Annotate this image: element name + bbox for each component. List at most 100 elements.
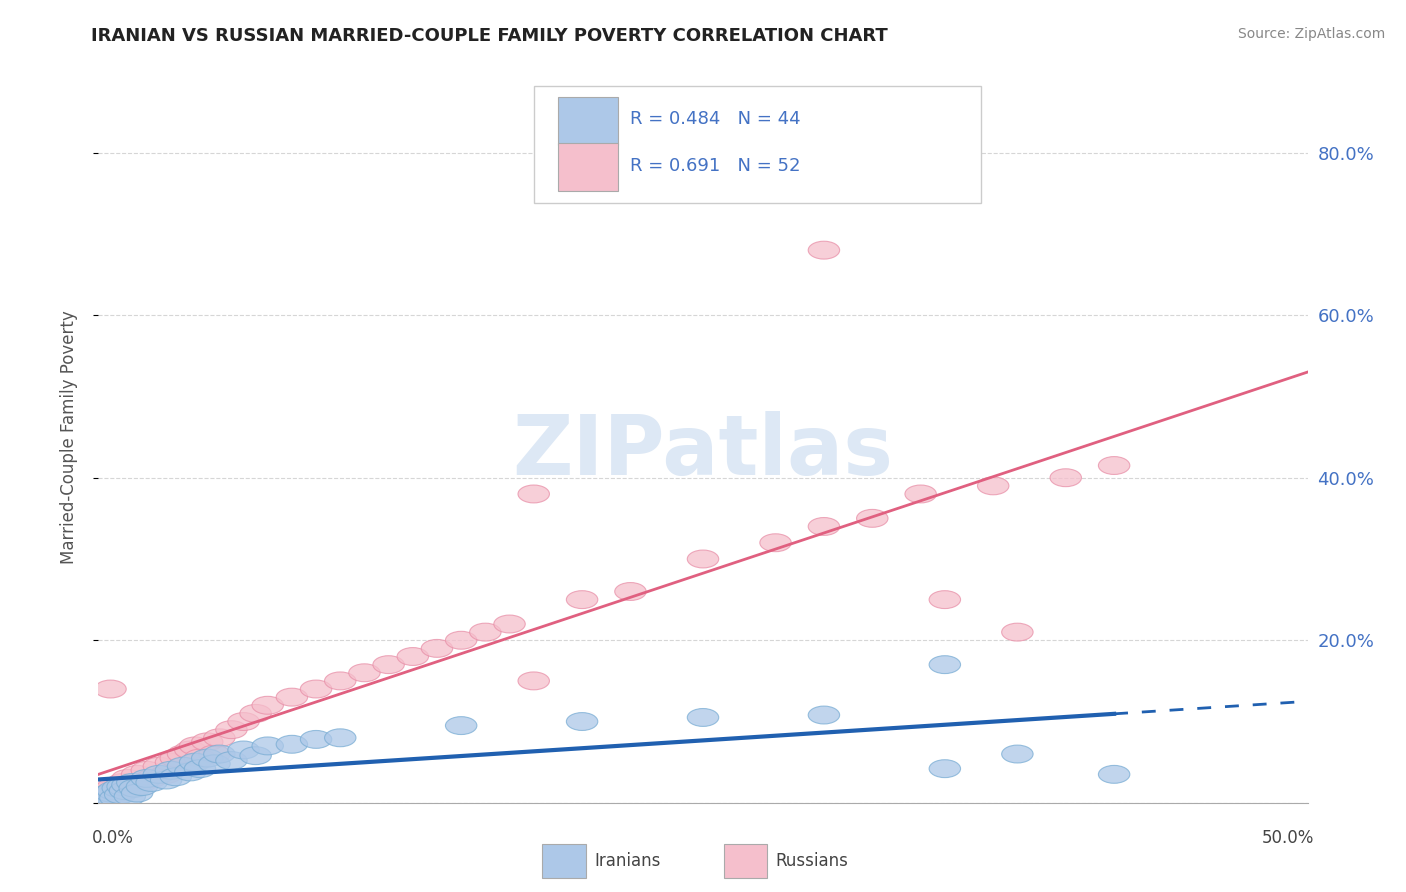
Ellipse shape [373,656,405,673]
Ellipse shape [470,624,501,641]
Ellipse shape [131,770,163,788]
FancyBboxPatch shape [724,845,768,878]
Ellipse shape [349,664,380,681]
Ellipse shape [929,591,960,608]
FancyBboxPatch shape [558,97,619,145]
Ellipse shape [94,784,127,802]
Ellipse shape [160,749,191,767]
Ellipse shape [446,632,477,649]
Ellipse shape [1050,469,1081,487]
FancyBboxPatch shape [543,845,586,878]
Ellipse shape [87,789,120,807]
Ellipse shape [276,735,308,753]
Ellipse shape [301,680,332,698]
Ellipse shape [167,757,198,775]
Ellipse shape [517,485,550,503]
Ellipse shape [111,776,143,794]
Ellipse shape [143,757,174,775]
Text: R = 0.484   N = 44: R = 0.484 N = 44 [630,110,801,128]
Ellipse shape [150,765,181,783]
Ellipse shape [114,788,146,805]
Text: ZIPatlas: ZIPatlas [513,411,893,492]
Ellipse shape [688,708,718,726]
Ellipse shape [191,733,224,751]
Ellipse shape [276,689,308,706]
Ellipse shape [808,517,839,535]
Ellipse shape [103,780,134,797]
Ellipse shape [160,768,191,786]
Ellipse shape [150,771,181,789]
Ellipse shape [155,762,187,780]
Ellipse shape [215,721,247,739]
Ellipse shape [136,770,167,788]
Ellipse shape [120,780,150,797]
Ellipse shape [688,550,718,568]
Ellipse shape [117,773,148,791]
Ellipse shape [136,773,167,791]
Ellipse shape [808,706,839,724]
Ellipse shape [94,680,127,698]
Ellipse shape [977,477,1010,495]
Ellipse shape [104,786,136,804]
Ellipse shape [180,737,211,755]
Ellipse shape [517,672,550,690]
Ellipse shape [567,591,598,608]
Ellipse shape [174,763,207,780]
Ellipse shape [174,741,207,759]
Ellipse shape [396,648,429,665]
Text: 0.0%: 0.0% [91,829,134,847]
Ellipse shape [107,773,138,791]
Ellipse shape [422,640,453,657]
Ellipse shape [215,752,247,770]
Ellipse shape [808,241,839,259]
Ellipse shape [252,697,284,714]
Ellipse shape [93,781,124,799]
Ellipse shape [301,731,332,748]
Ellipse shape [97,778,129,796]
Ellipse shape [204,745,235,763]
Text: R = 0.691   N = 52: R = 0.691 N = 52 [630,158,801,176]
Ellipse shape [325,729,356,747]
Ellipse shape [103,784,134,802]
Ellipse shape [93,788,124,805]
Ellipse shape [198,745,231,763]
Ellipse shape [1098,457,1130,475]
Ellipse shape [1001,745,1033,763]
Ellipse shape [167,745,198,763]
Ellipse shape [131,762,163,780]
Ellipse shape [90,786,121,804]
Ellipse shape [446,716,477,734]
Ellipse shape [184,749,215,767]
Ellipse shape [240,747,271,764]
Ellipse shape [198,755,231,772]
Ellipse shape [117,780,148,797]
Text: Iranians: Iranians [595,853,661,871]
Ellipse shape [240,705,271,723]
Ellipse shape [929,760,960,778]
Ellipse shape [494,615,526,633]
FancyBboxPatch shape [558,143,619,191]
Ellipse shape [1098,765,1130,783]
Ellipse shape [121,784,153,802]
Ellipse shape [110,781,141,799]
Text: Source: ZipAtlas.com: Source: ZipAtlas.com [1237,27,1385,41]
Ellipse shape [204,729,235,747]
Y-axis label: Married-Couple Family Poverty: Married-Couple Family Poverty [59,310,77,564]
Ellipse shape [228,713,259,731]
Ellipse shape [191,749,224,767]
Ellipse shape [143,765,174,783]
FancyBboxPatch shape [534,86,981,203]
Ellipse shape [1001,624,1033,641]
Ellipse shape [614,582,647,600]
Ellipse shape [252,737,284,755]
Text: IRANIAN VS RUSSIAN MARRIED-COUPLE FAMILY POVERTY CORRELATION CHART: IRANIAN VS RUSSIAN MARRIED-COUPLE FAMILY… [91,27,889,45]
Ellipse shape [127,773,157,791]
Ellipse shape [87,786,120,804]
Ellipse shape [184,760,215,778]
Text: 50.0%: 50.0% [1263,829,1315,847]
Ellipse shape [905,485,936,503]
Ellipse shape [155,753,187,771]
Ellipse shape [97,781,129,799]
Ellipse shape [111,770,143,788]
Ellipse shape [929,656,960,673]
